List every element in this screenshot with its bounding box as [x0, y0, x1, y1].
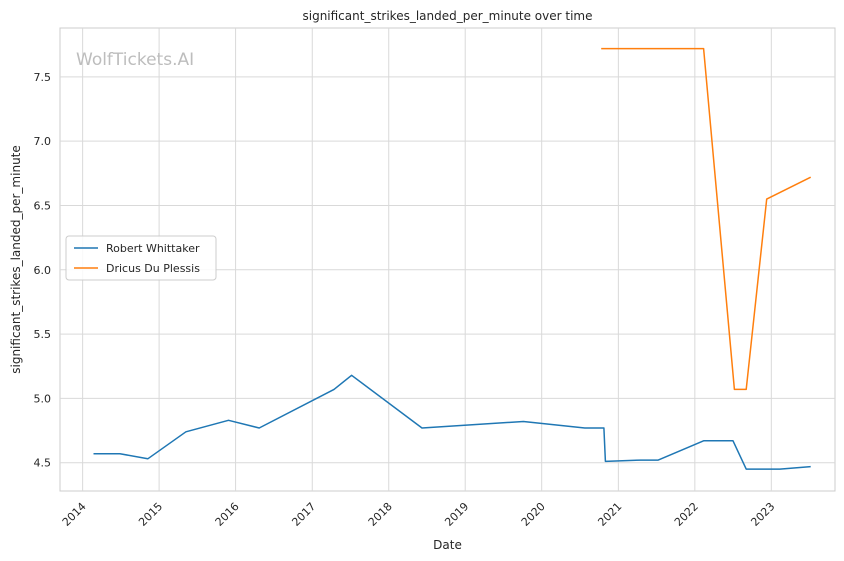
- chart-title: significant_strikes_landed_per_minute ov…: [302, 9, 592, 23]
- y-tick-label: 6.0: [34, 264, 52, 277]
- x-tick-label: 2020: [519, 500, 548, 529]
- y-tick-label: 6.5: [34, 199, 52, 212]
- x-tick-label: 2019: [442, 500, 471, 529]
- y-axis-title: significant_strikes_landed_per_minute: [9, 145, 23, 374]
- legend-label-dricus-du-plessis: Dricus Du Plessis: [106, 262, 200, 275]
- x-tick-label: 2017: [289, 500, 318, 529]
- x-tick-label: 2018: [366, 500, 395, 529]
- x-axis-ticks: 2014 2015 2016 2017 2018 2019 2020 2021 2022 2023: [60, 500, 778, 529]
- x-tick-label: 2022: [672, 500, 701, 529]
- watermark-text: WolfTickets.AI: [76, 50, 194, 70]
- legend-label-robert-whittaker: Robert Whittaker: [106, 242, 200, 255]
- x-tick-label: 2021: [595, 500, 624, 529]
- x-tick-label: 2015: [136, 500, 165, 529]
- x-axis-title: Date: [433, 538, 462, 552]
- x-tick-label: 2023: [748, 500, 777, 529]
- series-line-dricus-du-plessis: [601, 47, 812, 391]
- series-line-robert-whittaker: [93, 374, 811, 470]
- y-axis-ticks: 4.5 5.0 5.5 6.0 6.5 7.0 7.5: [34, 71, 52, 470]
- y-tick-label: 7.0: [34, 135, 52, 148]
- x-tick-label: 2014: [60, 500, 89, 529]
- legend: Robert Whittaker Dricus Du Plessis: [65, 235, 217, 281]
- y-tick-label: 5.0: [34, 392, 52, 405]
- legend-box: [65, 235, 217, 281]
- y-tick-label: 5.5: [34, 328, 52, 341]
- x-tick-label: 2016: [213, 500, 242, 529]
- series-lines: [93, 47, 812, 470]
- y-tick-label: 7.5: [34, 71, 52, 84]
- y-tick-label: 4.5: [34, 457, 52, 470]
